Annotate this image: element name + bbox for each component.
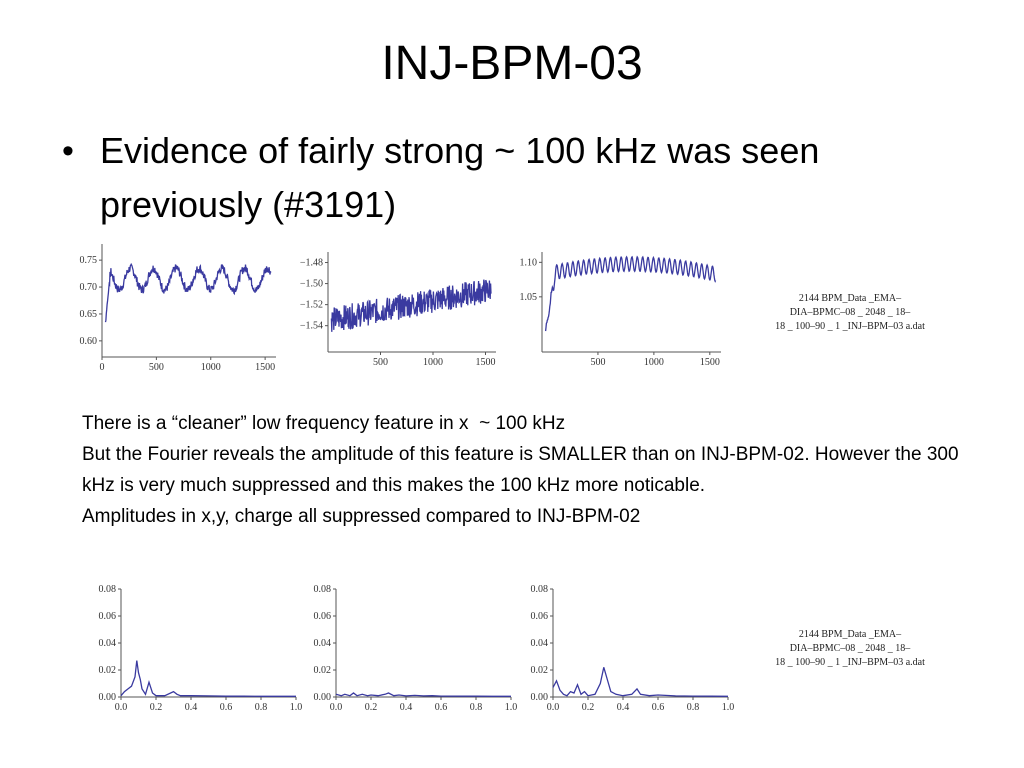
y-tick-label: 0.04 [314,638,332,649]
filename-label-bottom: 2144 BPM_Data _EMA– DIA–BPMC–08 _ 2048 _… [770,628,930,670]
x-tick-label: 0.6 [220,702,233,713]
data-series-line [544,255,717,332]
x-tick-label: 500 [149,362,164,373]
y-tick-label: 1.05 [520,292,538,303]
y-tick-label: 0.02 [99,665,117,676]
y-tick-label: 0.06 [531,611,549,622]
x-tick-label: 0.8 [687,702,700,713]
y-tick-label: −1.48 [300,258,323,269]
time-series-plot-1: 0 500 1000 1500 0.60 0.65 0.70 0.75 [80,244,276,373]
y-tick-label: 0.02 [531,665,549,676]
x-tick-label: 1500 [700,357,720,368]
filename-line: 2144 BPM_Data _EMA– [798,293,902,304]
x-tick-label: 1.0 [290,702,303,713]
y-tick-label: 0.75 [80,255,98,266]
data-series-line [330,279,492,332]
data-series-line [552,667,729,697]
x-tick-label: 1000 [201,362,221,373]
y-tick-label: 0.60 [80,336,98,347]
x-tick-label: 1000 [644,357,664,368]
y-tick-label: 0.02 [314,665,332,676]
filename-line: DIA–BPMC–08 _ 2048 _ 18– [789,307,911,318]
y-tick-label: 0.04 [531,638,549,649]
x-tick-label: 1500 [476,357,496,368]
y-tick-label: 0.00 [531,692,549,703]
y-tick-label: 0.70 [80,282,98,293]
time-series-plot-3: 500 1000 1500 1.10 1.05 [520,252,721,368]
y-tick-label: 0.04 [99,638,117,649]
y-tick-label: 0.08 [531,584,549,595]
fourier-plot-3: 0.0 0.2 0.4 0.6 0.8 1.0 0.00 0.02 0.04 0.06 0.08 [531,584,735,713]
x-tick-label: 0.8 [255,702,268,713]
x-tick-label: 0.0 [330,702,343,713]
y-tick-label: 0.06 [99,611,117,622]
x-tick-label: 0.0 [547,702,560,713]
bullet-marker: • [62,132,74,170]
x-tick-label: 0.4 [400,702,413,713]
time-series-plot-2: 500 1000 1500 −1.48 −1.50 −1.52 −1.54 [300,252,496,368]
x-tick-label: 0.4 [617,702,630,713]
y-tick-label: 0.00 [99,692,117,703]
paragraph-line: Amplitudes in x,y, charge all suppressed… [82,506,641,527]
slide-title: INJ-BPM-03 [381,37,643,90]
x-tick-label: 0.2 [150,702,163,713]
fourier-plot-2: 0.0 0.2 0.4 0.6 0.8 1.0 0.00 0.02 0.04 0.06 0.08 [314,584,518,713]
data-series-line [120,660,296,697]
y-tick-label: −1.54 [300,321,323,332]
y-tick-label: 0.65 [80,309,98,320]
x-tick-label: 0.6 [435,702,448,713]
x-tick-label: 0.0 [115,702,128,713]
y-tick-label: 0.00 [314,692,332,703]
x-tick-label: 1000 [423,357,443,368]
paragraph-line: There is a “cleaner” low frequency featu… [82,413,566,434]
x-tick-label: 1.0 [505,702,518,713]
fourier-plot-1: 0.0 0.2 0.4 0.6 0.8 1.0 0.00 0.02 0.04 0.06 0.08 [99,584,303,713]
x-tick-label: 1500 [255,362,275,373]
filename-line: 2144 BPM_Data _EMA– [798,629,902,640]
x-tick-label: 0 [100,362,105,373]
x-tick-label: 1.0 [722,702,735,713]
description-paragraph: There is a “cleaner” low frequency featu… [82,408,962,532]
data-series-line [335,692,511,697]
y-tick-label: −1.52 [300,300,323,311]
y-tick-label: 0.06 [314,611,332,622]
x-tick-label: 0.2 [365,702,378,713]
filename-line: 18 _ 100–90 _ 1 _INJ–BPM–03 a.dat [775,657,925,668]
data-series-line [104,262,272,323]
filename-line: 18 _ 100–90 _ 1 _INJ–BPM–03 a.dat [775,321,925,332]
filename-label-top: 2144 BPM_Data _EMA– DIA–BPMC–08 _ 2048 _… [770,292,930,334]
y-tick-label: 0.08 [99,584,117,595]
x-tick-label: 500 [373,357,388,368]
y-tick-label: −1.50 [300,279,323,290]
paragraph-line: But the Fourier reveals the amplitude of… [82,444,964,496]
x-tick-label: 500 [590,357,605,368]
x-tick-label: 0.8 [470,702,483,713]
y-tick-label: 1.10 [520,257,538,268]
filename-line: DIA–BPMC–08 _ 2048 _ 18– [789,643,911,654]
bullet-text: Evidence of fairly strong ~ 100 kHz was … [100,130,820,225]
x-tick-label: 0.4 [185,702,198,713]
x-tick-label: 0.6 [652,702,665,713]
x-tick-label: 0.2 [582,702,595,713]
y-tick-label: 0.08 [314,584,332,595]
